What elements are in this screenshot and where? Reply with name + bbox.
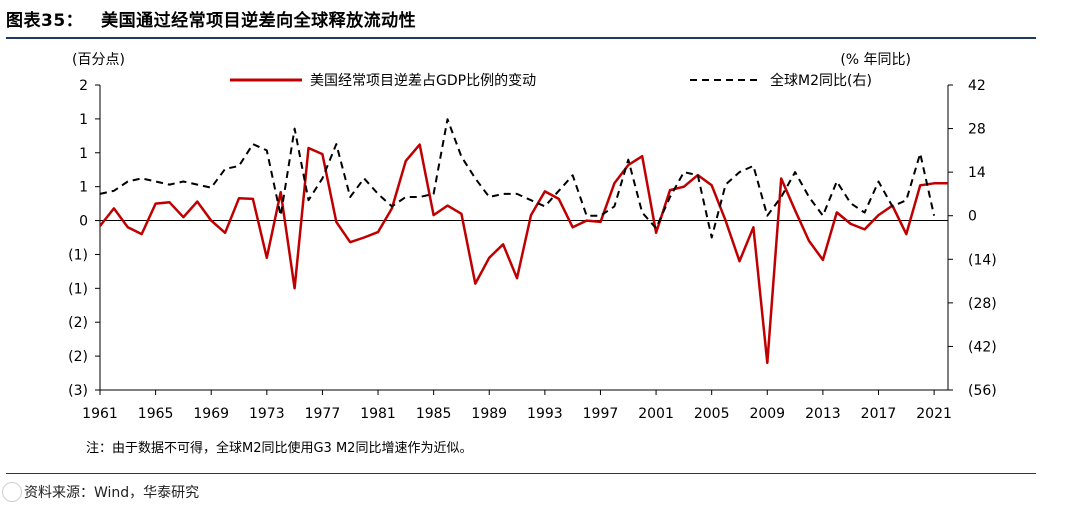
right-tick-label: 14	[968, 165, 986, 181]
left-tick-label: (3)	[68, 383, 88, 399]
left-tick-label: 2	[79, 78, 88, 94]
x-tick-label: 2001	[638, 406, 674, 422]
left-tick-label: 1	[79, 180, 88, 196]
x-tick-label: 2017	[861, 406, 897, 422]
left-tick-label: 1	[79, 146, 88, 162]
x-tick-label: 1973	[249, 406, 285, 422]
right-tick-label: (56)	[968, 383, 997, 399]
x-tick-label: 2021	[916, 406, 952, 422]
series-line-m2	[99, 118, 936, 239]
left-tick-label: (1)	[68, 281, 88, 297]
right-tick-label: 42	[968, 78, 986, 94]
watermark-icon	[2, 482, 22, 502]
right-tick-label: (28)	[968, 296, 997, 312]
left-tick-label: (2)	[68, 315, 88, 331]
right-axis-unit: (% 年同比)	[840, 52, 911, 68]
right-tick-label: 0	[968, 209, 977, 225]
left-tick-label: (1)	[68, 247, 88, 263]
x-tick-label: 2013	[805, 406, 841, 422]
source-rule	[6, 473, 1036, 474]
series-line-deficit	[99, 143, 948, 365]
chart: 2 1 1 1 0 (1) (1) (2) (2) (3) 42 28 14 0 (14) (28) (42) (…	[68, 52, 997, 422]
x-tick-label: 1977	[305, 406, 341, 422]
x-tick-label: 1961	[82, 406, 118, 422]
legend-label: 美国经常项目逆差占GDP比例的变动	[310, 73, 536, 89]
right-tick-label: (42)	[968, 339, 997, 355]
title-rule	[6, 37, 1036, 39]
x-tick-label: 1965	[138, 406, 174, 422]
x-tick-label: 1993	[527, 406, 563, 422]
figure-title: 图表35： 美国通过经常项目逆差向全球释放流动性	[6, 6, 416, 31]
legend-label: 全球M2同比(右)	[770, 72, 872, 89]
left-axis-unit: (百分点)	[72, 52, 125, 68]
x-tick-label: 2005	[694, 406, 730, 422]
x-tick-label: 1997	[583, 406, 619, 422]
x-tick-label: 1969	[193, 406, 229, 422]
x-tick-label: 1989	[471, 406, 507, 422]
left-tick-label: (2)	[68, 349, 88, 365]
left-tick-label: 0	[79, 214, 88, 230]
right-tick-label: (14)	[968, 252, 997, 268]
x-tick-label: 2009	[749, 406, 785, 422]
figure-title-text: 美国通过经常项目逆差向全球释放流动性	[101, 11, 417, 31]
x-tick-label: 1985	[416, 406, 452, 422]
chart-source: 资料来源：Wind，华泰研究	[24, 485, 200, 501]
left-tick-label: 1	[79, 112, 88, 128]
chart-note: 注：由于数据不可得，全球M2同比使用G3 M2同比增速作为近似。	[86, 441, 473, 456]
x-tick-label: 1981	[360, 406, 396, 422]
figure-number: 图表35：	[6, 11, 84, 31]
right-tick-label: 28	[968, 122, 986, 138]
